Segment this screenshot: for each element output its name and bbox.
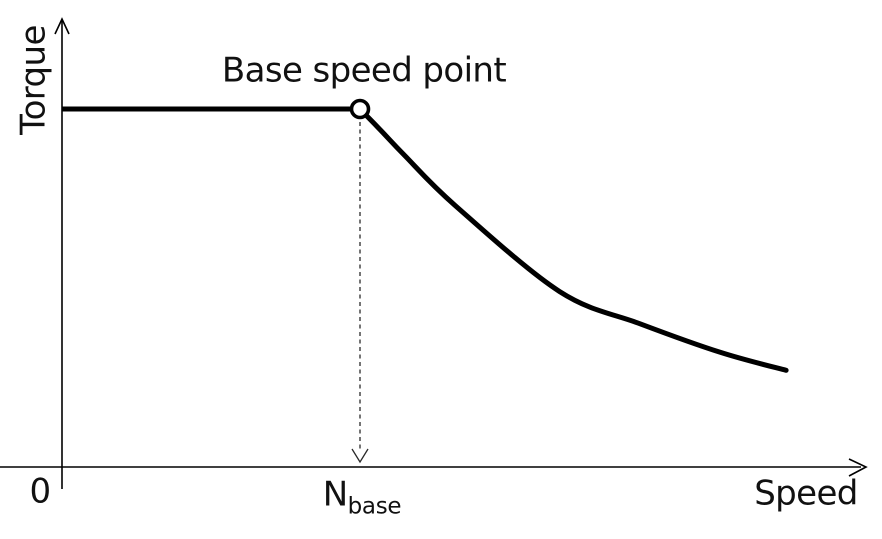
y-axis-arrow-icon: [54, 17, 70, 35]
field-weakening-curve: [357, 106, 789, 373]
nbase-tick-label: Nbase: [322, 474, 402, 520]
base-speed-guide-arrow-icon: [351, 448, 369, 464]
x-axis-arrow-icon: [848, 458, 868, 477]
origin-tick-label: 0: [29, 471, 51, 512]
nbase-subscript-text: base: [347, 493, 402, 520]
base-speed-annotation: Base speed point: [221, 50, 507, 91]
y-axis-label: Torque: [13, 25, 54, 135]
nbase-main-text: N: [322, 474, 348, 515]
base-speed-point-marker: [349, 98, 371, 120]
x-axis-label: Speed: [754, 473, 858, 514]
